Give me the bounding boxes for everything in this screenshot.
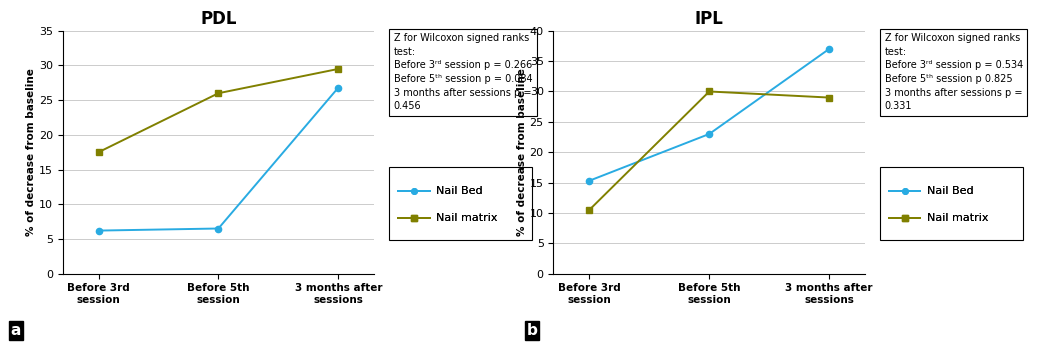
Text: Z for Wilcoxon signed ranks
test:
Before 3ʳᵈ session p = 0.534
Before 5ᵗʰ sessio: Z for Wilcoxon signed ranks test: Before… (884, 33, 1023, 111)
Text: b: b (527, 323, 537, 338)
Line: Nail Bed: Nail Bed (95, 84, 341, 234)
Text: Nail matrix: Nail matrix (926, 213, 988, 223)
Text: Nail Bed: Nail Bed (926, 186, 973, 196)
Line: Nail matrix: Nail matrix (586, 88, 832, 213)
Nail Bed (823, 47, 835, 51)
Text: Nail Bed: Nail Bed (436, 186, 483, 196)
Nail Bed (212, 226, 224, 231)
Text: a: a (10, 323, 21, 338)
Title: PDL: PDL (200, 10, 237, 28)
FancyBboxPatch shape (389, 167, 532, 240)
Title: IPL: IPL (695, 10, 724, 28)
FancyBboxPatch shape (880, 167, 1023, 240)
Line: Nail matrix: Nail matrix (95, 66, 341, 155)
Nail matrix (823, 95, 835, 100)
Text: Z for Wilcoxon signed ranks
test:
Before 3ʳᵈ session p = 0.266
Before 5ᵗʰ sessio: Z for Wilcoxon signed ranks test: Before… (393, 33, 532, 111)
Nail Bed (703, 132, 715, 136)
Line: Nail Bed: Nail Bed (586, 46, 832, 184)
Nail matrix (212, 91, 224, 95)
Nail matrix (92, 150, 104, 154)
Nail Bed (583, 179, 596, 183)
Text: Nail Bed: Nail Bed (436, 186, 483, 196)
Nail matrix (703, 89, 715, 93)
Text: Nail Bed: Nail Bed (926, 186, 973, 196)
Text: Nail matrix: Nail matrix (926, 213, 988, 223)
Text: Nail matrix: Nail matrix (436, 213, 498, 223)
Nail Bed (92, 228, 104, 233)
Text: Nail matrix: Nail matrix (436, 213, 498, 223)
Nail matrix (583, 208, 596, 212)
Nail Bed (332, 86, 344, 90)
Y-axis label: % of decrease from baseline: % of decrease from baseline (516, 68, 527, 236)
Nail matrix (332, 67, 344, 71)
Y-axis label: % of decrease from baseline: % of decrease from baseline (26, 68, 35, 236)
